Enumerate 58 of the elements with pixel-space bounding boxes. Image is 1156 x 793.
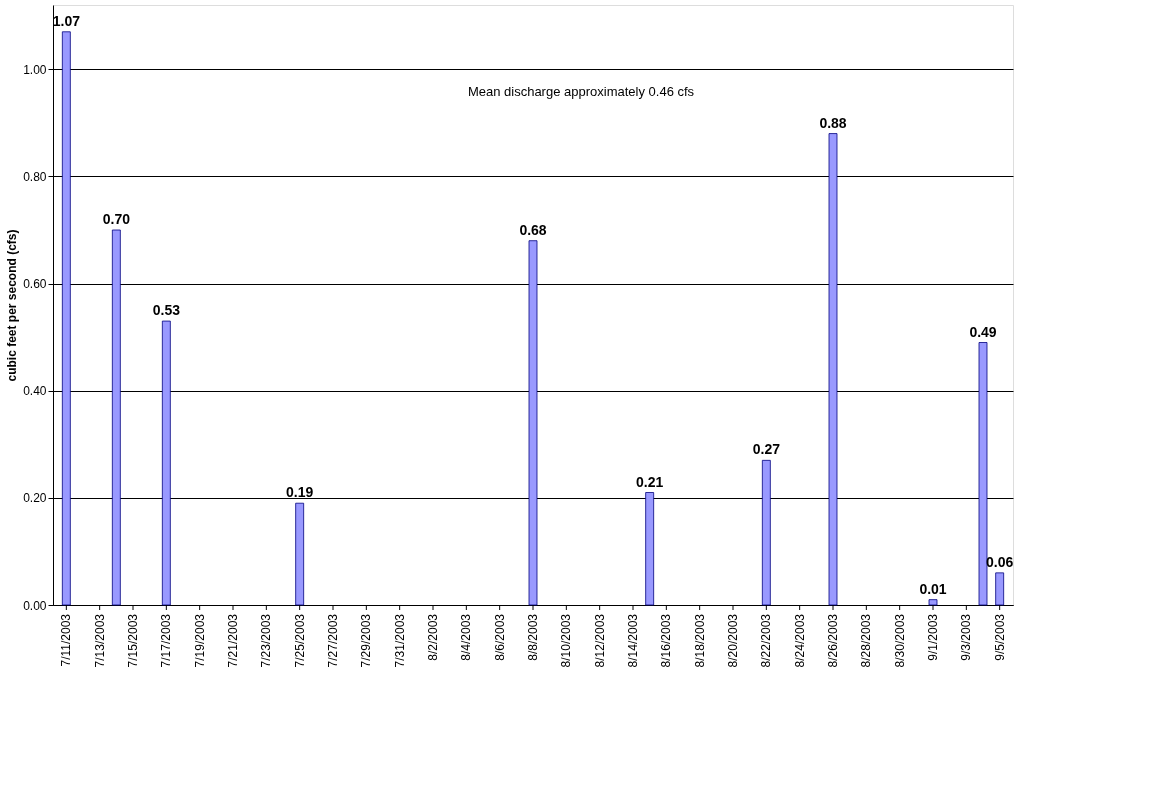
bar	[761, 459, 771, 606]
data-label: 0.49	[969, 323, 997, 340]
data-label: 0.27	[752, 441, 781, 458]
bar	[161, 320, 171, 606]
x-tick-label: 8/28/2003	[859, 613, 874, 668]
x-tick-label: 8/10/2003	[559, 613, 574, 668]
data-label: 0.53	[152, 302, 181, 319]
x-tick-label: 8/16/2003	[659, 613, 674, 668]
y-tick-label: 0.40	[23, 384, 47, 399]
x-tick-label: 7/31/2003	[392, 613, 407, 668]
x-tick-label: 9/3/2003	[959, 613, 974, 661]
x-tick-label: 8/14/2003	[626, 613, 640, 668]
bar	[645, 492, 655, 606]
x-tick-label: 9/5/2003	[992, 613, 1007, 661]
bar	[528, 240, 538, 606]
bar	[978, 342, 988, 606]
x-tick-label: 8/8/2003	[526, 613, 540, 661]
bar	[828, 133, 838, 606]
x-tick-label: 7/13/2003	[92, 613, 107, 668]
x-tick-label: 7/11/2003	[59, 613, 74, 667]
x-tick-label: 8/26/2003	[826, 613, 840, 668]
x-tick-label: 8/30/2003	[892, 613, 907, 668]
y-tick-label: 0.80	[23, 169, 47, 184]
x-tick-label: 8/18/2003	[692, 613, 707, 668]
y-axis-title: cubic feet per second (cfs)	[5, 229, 20, 382]
y-tick-label: 0.60	[23, 277, 47, 292]
bar	[295, 502, 305, 606]
x-tick-label: 8/2/2003	[426, 613, 440, 661]
x-tick-label: 7/25/2003	[292, 613, 307, 668]
x-tick-label: 8/4/2003	[459, 613, 474, 661]
x-tick-label: 7/19/2003	[192, 613, 207, 668]
data-label: 1.07	[52, 12, 81, 29]
y-tick-label: 0.20	[23, 491, 47, 506]
x-tick-label: 7/15/2003	[126, 613, 140, 668]
data-label: 0.88	[819, 114, 847, 131]
x-tick-label: 9/1/2003	[926, 613, 940, 661]
annotation: Mean discharge approximately 0.46 cfs	[467, 84, 695, 99]
bar	[111, 229, 121, 606]
bar	[928, 599, 938, 606]
data-label: 0.68	[519, 221, 547, 238]
x-tick-label: 8/22/2003	[759, 613, 774, 668]
bar	[61, 31, 71, 606]
x-tick-label: 7/27/2003	[326, 613, 340, 668]
x-tick-label: 8/12/2003	[592, 613, 607, 668]
bar	[995, 572, 1005, 606]
x-tick-label: 8/24/2003	[792, 613, 807, 668]
x-tick-label: 8/20/2003	[726, 613, 740, 668]
x-tick-label: 7/17/2003	[159, 613, 174, 668]
x-tick-label: 8/6/2003	[492, 613, 507, 661]
data-label: 0.21	[636, 473, 664, 490]
data-label: 0.01	[919, 580, 947, 597]
data-label: 0.70	[102, 211, 131, 227]
y-tick-label: 1.00	[23, 62, 47, 77]
data-label: 0.19	[286, 484, 314, 501]
y-tick-label: 0.00	[23, 598, 47, 613]
x-tick-label: 7/21/2003	[226, 613, 240, 668]
x-tick-label: 7/23/2003	[259, 613, 274, 668]
x-tick-label: 7/29/2003	[359, 613, 374, 668]
